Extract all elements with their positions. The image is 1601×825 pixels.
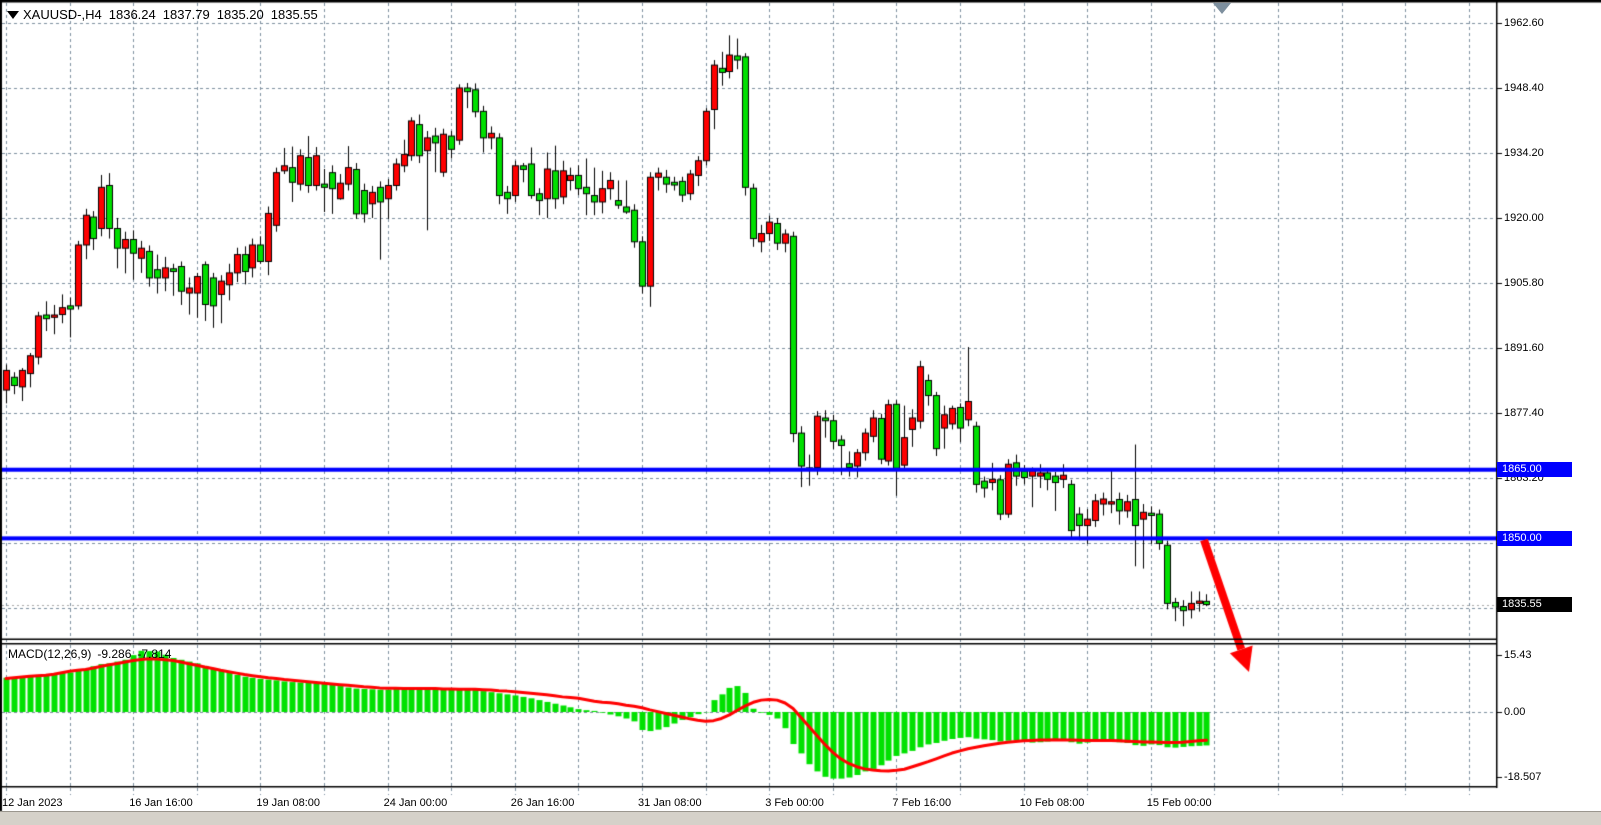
quote-open: 1836.24 — [108, 7, 156, 22]
quote-low: 1835.20 — [216, 7, 264, 22]
price-level-badge-1850.00[interactable]: 1850.00 — [1497, 530, 1572, 546]
price-axis-label: 1877.40 — [1504, 406, 1544, 419]
price-axis-label: 1962.60 — [1504, 17, 1544, 29]
time-axis-label: 31 Jan 08:00 — [638, 797, 702, 809]
current-price-badge: 1835.55 — [1497, 597, 1572, 612]
time-axis-label: 3 Feb 00:00 — [765, 797, 824, 809]
macd-signal-value: -7.814 — [137, 647, 172, 661]
autoscroll-marker-icon — [1213, 3, 1231, 14]
time-axis-label: 26 Jan 16:00 — [510, 797, 575, 809]
macd-scale-min: -18.507 — [1504, 771, 1542, 783]
quote-high: 1837.79 — [162, 7, 210, 22]
chart-title: XAUUSD-,H4 1836.24 1837.79 1835.20 1835.55 — [23, 7, 325, 22]
symbol-dropdown-icon[interactable] — [7, 11, 19, 19]
price-axis-label: 1905.80 — [1504, 276, 1544, 289]
price-axis-label: 1891.60 — [1504, 341, 1544, 354]
chart-symbol-period: XAUUSD-,H4 — [23, 7, 102, 22]
time-axis-label: 7 Feb 16:00 — [892, 797, 952, 809]
price-axis-label: 1948.40 — [1504, 81, 1544, 94]
time-axis-label: 16 Jan 16:00 — [129, 797, 193, 809]
time-axis-label: 24 Jan 00:00 — [383, 797, 448, 809]
macd-main-value: -9.286 — [97, 647, 132, 661]
time-axis-label: 15 Feb 00:00 — [1146, 797, 1212, 809]
macd-indicator-label: MACD(12,26,9) -9.286 -7.814 — [8, 647, 177, 661]
macd-scale-zero: 0.00 — [1504, 706, 1526, 718]
time-axis-label: 12 Jan 2023 — [2, 797, 63, 809]
macd-name: MACD(12,26,9) — [8, 647, 92, 661]
quote-close: 1835.55 — [270, 7, 318, 22]
price-level-badge-1865.00[interactable]: 1865.00 — [1497, 462, 1572, 478]
time-axis-label: 19 Jan 08:00 — [256, 797, 321, 809]
price-axis-label: 1934.20 — [1504, 146, 1544, 159]
time-axis-label: 10 Feb 08:00 — [1019, 797, 1085, 809]
status-bar — [0, 811, 1601, 825]
price-axis-label: 1920.00 — [1504, 211, 1544, 224]
macd-scale-max: 15.43 — [1504, 649, 1532, 661]
